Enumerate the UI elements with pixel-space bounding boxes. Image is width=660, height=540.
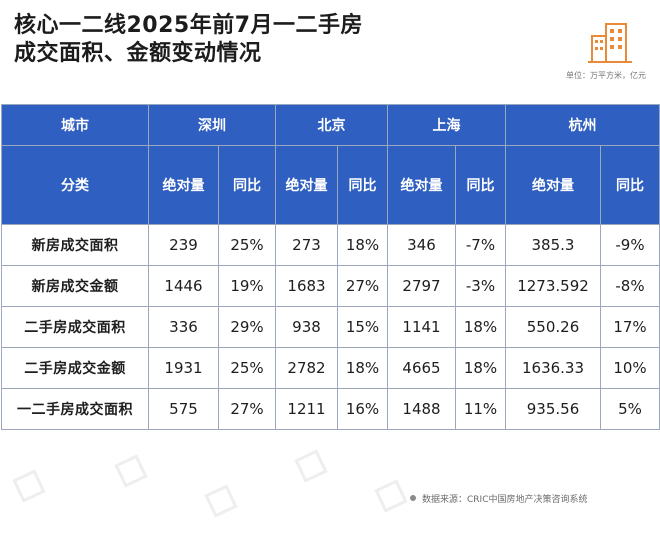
yoy-value: 5% [600, 388, 660, 430]
header-row-city: 城市 深圳 北京 上海 杭州 [1, 104, 660, 146]
abs-header: 绝对量 [275, 145, 338, 225]
abs-value: 1636.33 [505, 347, 601, 389]
title-line-1: 核心一二线2025年前7月一二手房 [14, 13, 364, 38]
yoy-value: 25% [218, 347, 276, 389]
yoy-value: 29% [218, 306, 276, 348]
category-label: 分类 [1, 145, 149, 225]
abs-value: 1273.592 [505, 265, 601, 307]
abs-value: 1141 [387, 306, 456, 348]
row-category: 二手房成交面积 [1, 306, 149, 348]
bullet-icon [410, 495, 416, 501]
yoy-header: 同比 [337, 145, 388, 225]
abs-value: 575 [148, 388, 219, 430]
table-row: 二手房成交金额 1931 25% 2782 18% 4665 18% 1636.33 10% [1, 347, 660, 389]
data-source-text: 数据来源：CRIC中国房地产决策咨询系统 [422, 495, 588, 505]
table-row: 新房成交面积 239 25% 273 18% 346 -7% 385.3 -9% [1, 224, 660, 266]
abs-value: 1931 [148, 347, 219, 389]
abs-header: 绝对量 [148, 145, 219, 225]
abs-value: 1683 [275, 265, 338, 307]
yoy-value: 27% [337, 265, 388, 307]
row-category: 二手房成交金额 [1, 347, 149, 389]
yoy-value: 17% [600, 306, 660, 348]
yoy-value: 10% [600, 347, 660, 389]
city-label: 城市 [1, 104, 149, 146]
abs-header: 绝对量 [387, 145, 456, 225]
abs-value: 336 [148, 306, 219, 348]
yoy-value: 11% [455, 388, 506, 430]
title-line-2: 成交面积、金额变动情况 [14, 41, 262, 66]
table-row: 新房成交金额 1446 19% 1683 27% 2797 -3% 1273.592 -8% [1, 265, 660, 307]
row-category: 一二手房成交面积 [1, 388, 149, 430]
yoy-value: -9% [600, 224, 660, 266]
abs-value: 4665 [387, 347, 456, 389]
table-row: 二手房成交面积 336 29% 938 15% 1141 18% 550.26 17% [1, 306, 660, 348]
yoy-value: -7% [455, 224, 506, 266]
yoy-value: 18% [455, 347, 506, 389]
yoy-value: 25% [218, 224, 276, 266]
abs-header: 绝对量 [505, 145, 601, 225]
yoy-value: 18% [337, 347, 388, 389]
city-header: 深圳 [148, 104, 276, 146]
abs-value: 346 [387, 224, 456, 266]
abs-value: 2797 [387, 265, 456, 307]
yoy-header: 同比 [600, 145, 660, 225]
city-header: 杭州 [505, 104, 660, 146]
abs-value: 385.3 [505, 224, 601, 266]
yoy-value: 16% [337, 388, 388, 430]
yoy-value: 15% [337, 306, 388, 348]
abs-value: 1211 [275, 388, 338, 430]
abs-value: 239 [148, 224, 219, 266]
unit-label: 单位：万平方米，亿元 [566, 71, 646, 80]
header-row-category: 分类 绝对量 同比 绝对量 同比 绝对量 同比 绝对量 同比 [1, 145, 660, 225]
row-category: 新房成交金额 [1, 265, 149, 307]
table-row: 一二手房成交面积 575 27% 1211 16% 1488 11% 935.56 5% [1, 388, 660, 430]
abs-value: 938 [275, 306, 338, 348]
data-table: 城市 深圳 北京 上海 杭州 分类 绝对量 同比 绝对量 同比 绝对量 同比 绝… [1, 104, 660, 430]
watermark [12, 449, 408, 518]
abs-value: 1446 [148, 265, 219, 307]
yoy-header: 同比 [218, 145, 276, 225]
yoy-value: -8% [600, 265, 660, 307]
page-title: 核心一二线2025年前7月一二手房 成交面积、金额变动情况 [14, 12, 363, 68]
yoy-header: 同比 [455, 145, 506, 225]
abs-value: 273 [275, 224, 338, 266]
yoy-value: 18% [337, 224, 388, 266]
abs-value: 1488 [387, 388, 456, 430]
yoy-value: 18% [455, 306, 506, 348]
row-category: 新房成交面积 [1, 224, 149, 266]
abs-value: 550.26 [505, 306, 601, 348]
abs-value: 2782 [275, 347, 338, 389]
yoy-value: 19% [218, 265, 276, 307]
yoy-value: 27% [218, 388, 276, 430]
data-source: 数据来源：CRIC中国房地产决策咨询系统 [410, 492, 587, 505]
city-header: 北京 [275, 104, 388, 146]
yoy-value: -3% [455, 265, 506, 307]
abs-value: 935.56 [505, 388, 601, 430]
city-header: 上海 [387, 104, 506, 146]
building-icon [588, 23, 632, 63]
